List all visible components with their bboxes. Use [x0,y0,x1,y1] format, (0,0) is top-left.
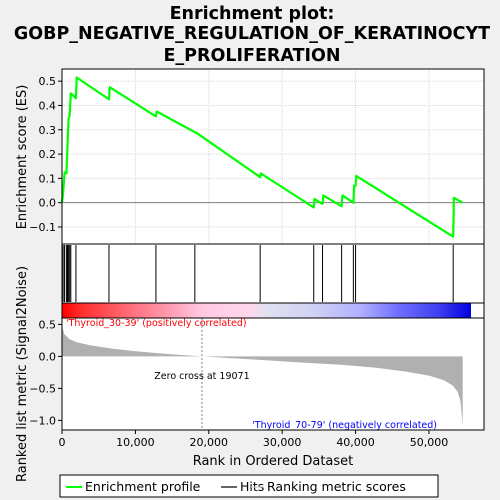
x-tick-label: 0 [59,436,66,449]
positive-label: 'Thyroid_30-39' (positively correlated) [66,318,247,329]
title-line-1: Enrichment plot: [170,4,335,24]
es-plot-area [62,69,484,244]
x-tick-label: 40,000 [336,436,375,449]
es-y-tick-label: 0.1 [39,172,57,185]
rank-heatmap [61,302,485,319]
es-y-label: Enrichment score (ES) [15,85,30,230]
ranking-y-tick-label: −0.5 [29,382,56,395]
ranking-y-label: Ranked list metric (Signal2Noise) [15,266,30,482]
es-y-ticks: −0.1 0.0 0.1 0.2 0.3 0.4 0.5 [29,75,62,234]
legend: Enrichment profile Hits Ranking metric s… [59,474,439,498]
zero-cross-label: Zero cross at 19071 [154,371,249,382]
es-y-tick-label: 0.5 [39,75,57,88]
legend-rank-label: Ranking metric scores [267,479,406,494]
es-y-tick-label: −0.1 [29,221,56,234]
ranking-y-tick-label: 0.5 [39,318,57,331]
legend-es-label: Enrichment profile [85,479,201,494]
x-tick-label: 10,000 [116,436,155,449]
ranking-y-tick-label: −1.0 [29,414,56,427]
x-tick-label: 30,000 [263,436,302,449]
es-profile-line [60,76,464,238]
x-tick-label: 50,000 [410,436,449,449]
title-line-3: E_PROLIFERATION [163,46,340,66]
heatmap-tail [471,303,484,318]
ranking-panel: −1.0 −0.5 0.0 0.5 'Thyroid_30-39' (positive… [15,266,485,482]
es-y-tick-label: 0.0 [39,197,57,210]
es-grid [61,69,484,244]
es-panel: −0.1 0.0 0.1 0.2 0.3 0.4 0.5 Enrichment score … [15,68,485,245]
ranking-y-ticks: −1.0 −0.5 0.0 0.5 [29,318,62,427]
x-axis-label: Rank in Ordered Dataset [193,454,354,469]
hit-marks [62,245,454,302]
x-tick-label: 20,000 [190,436,229,449]
hits-panel [61,243,485,304]
es-y-tick-label: 0.2 [39,148,57,161]
x-ticks: 0 10,000 20,000 30,000 40,000 50,000 [59,430,449,449]
es-y-tick-label: 0.3 [39,124,57,137]
ranking-plot-area [62,318,484,430]
ranking-frame [61,317,485,431]
hits-plot-area [62,244,484,303]
es-curve [60,76,464,238]
title-line-2: GOBP_NEGATIVE_REGULATION_OF_KERATINOCYT [14,24,490,44]
ranking-y-tick-label: 0.0 [39,350,57,363]
heatmap-gradient [62,303,471,318]
legend-box [59,474,439,498]
negative-label: 'Thyroid_70-79' (negatively correlated) [252,420,437,431]
es-y-tick-label: 0.4 [39,99,57,112]
